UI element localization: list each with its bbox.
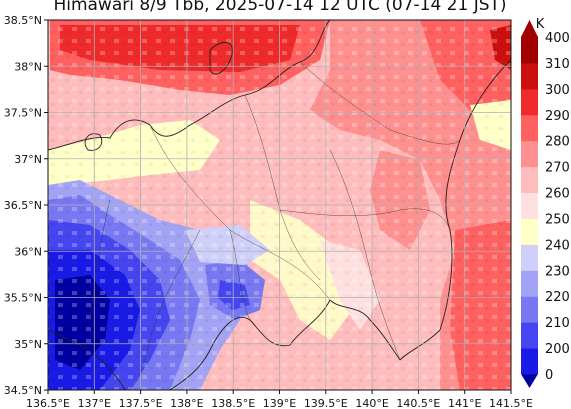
colorbar-extend-high bbox=[521, 20, 538, 37]
colorbar-extend-low bbox=[521, 374, 538, 388]
colorbar-segment bbox=[521, 166, 538, 194]
colorbar-segment bbox=[521, 114, 538, 142]
colorbar-segment bbox=[521, 192, 538, 219]
colorbar-tick-label: 260 bbox=[545, 187, 570, 202]
colorbar-tick-label: 280 bbox=[545, 135, 570, 150]
lon-tick-label: 137°E bbox=[78, 397, 111, 409]
coastlines bbox=[48, 20, 511, 390]
lon-tick-label: 138.5°E bbox=[211, 397, 255, 409]
colorbar-tick-label: 290 bbox=[545, 109, 570, 124]
colorbar-segment bbox=[521, 88, 538, 116]
lon-tick-label: 137.5°E bbox=[119, 397, 163, 409]
lon-tick-label: 141.5°E bbox=[489, 397, 533, 409]
lat-tick-label: 35.5°N bbox=[4, 292, 42, 305]
prefecture-borders bbox=[89, 61, 461, 390]
colorbar-segment bbox=[521, 244, 538, 271]
lon-tick-label: 140°E bbox=[355, 397, 388, 409]
colorbar-segment bbox=[521, 348, 538, 375]
lon-tick-label: 139°E bbox=[263, 397, 296, 409]
colorbar-tick-label: 240 bbox=[545, 238, 570, 253]
colorbar-segment bbox=[521, 62, 538, 90]
colorbar-tick-label: 250 bbox=[545, 212, 570, 227]
colorbar-segment bbox=[521, 140, 538, 168]
colorbar-segment bbox=[521, 37, 538, 64]
colorbar-segment bbox=[521, 322, 538, 349]
lat-tick-label: 34.5°N bbox=[4, 384, 42, 397]
lon-tick-label: 140.5°E bbox=[396, 397, 440, 409]
colorbar-tick-label: 200 bbox=[545, 342, 570, 357]
lat-tick-label: 37°N bbox=[14, 153, 42, 166]
lon-tick-label: 138°E bbox=[170, 397, 203, 409]
lon-tick-label: 139.5°E bbox=[304, 397, 348, 409]
colorbar: 0 200 210 220 230 240 250 260 270 280 290 300 310 400 bbox=[521, 20, 570, 388]
colorbar-segment bbox=[521, 296, 538, 323]
map-tick-labels: 136.5°E 137°E 137.5°E 138°E 138.5°E 139°E 139.… bbox=[4, 14, 533, 409]
colorbar-tick-label: 270 bbox=[545, 161, 570, 176]
colorbar-tick-label: 220 bbox=[545, 290, 570, 305]
lat-tick-label: 38°N bbox=[14, 60, 42, 73]
colorbar-segment bbox=[521, 270, 538, 297]
colorbar-tick-label: 230 bbox=[545, 264, 570, 279]
colorbar-tick-label: 300 bbox=[545, 83, 570, 98]
lat-tick-label: 36°N bbox=[14, 245, 42, 258]
lat-tick-label: 35°N bbox=[14, 338, 42, 351]
lat-tick-label: 36.5°N bbox=[4, 199, 42, 212]
lat-tick-label: 37.5°N bbox=[4, 107, 42, 120]
colorbar-tick-label: 0 bbox=[545, 368, 553, 383]
colorbar-tick-label: 210 bbox=[545, 316, 570, 331]
map-title: Himawari 8/9 Tbb, 2025-07-14 12 UTC (07-… bbox=[53, 0, 507, 15]
lon-tick-label: 141°E bbox=[448, 397, 481, 409]
colorbar-tick-label: 310 bbox=[545, 57, 570, 72]
map-gridlines bbox=[48, 20, 511, 390]
colorbar-segment bbox=[521, 218, 538, 245]
colorbar-unit: K bbox=[536, 17, 545, 32]
colorbar-tick-label: 400 bbox=[545, 31, 570, 46]
lat-tick-label: 38.5°N bbox=[4, 14, 42, 27]
lon-tick-label: 136.5°E bbox=[26, 397, 70, 409]
